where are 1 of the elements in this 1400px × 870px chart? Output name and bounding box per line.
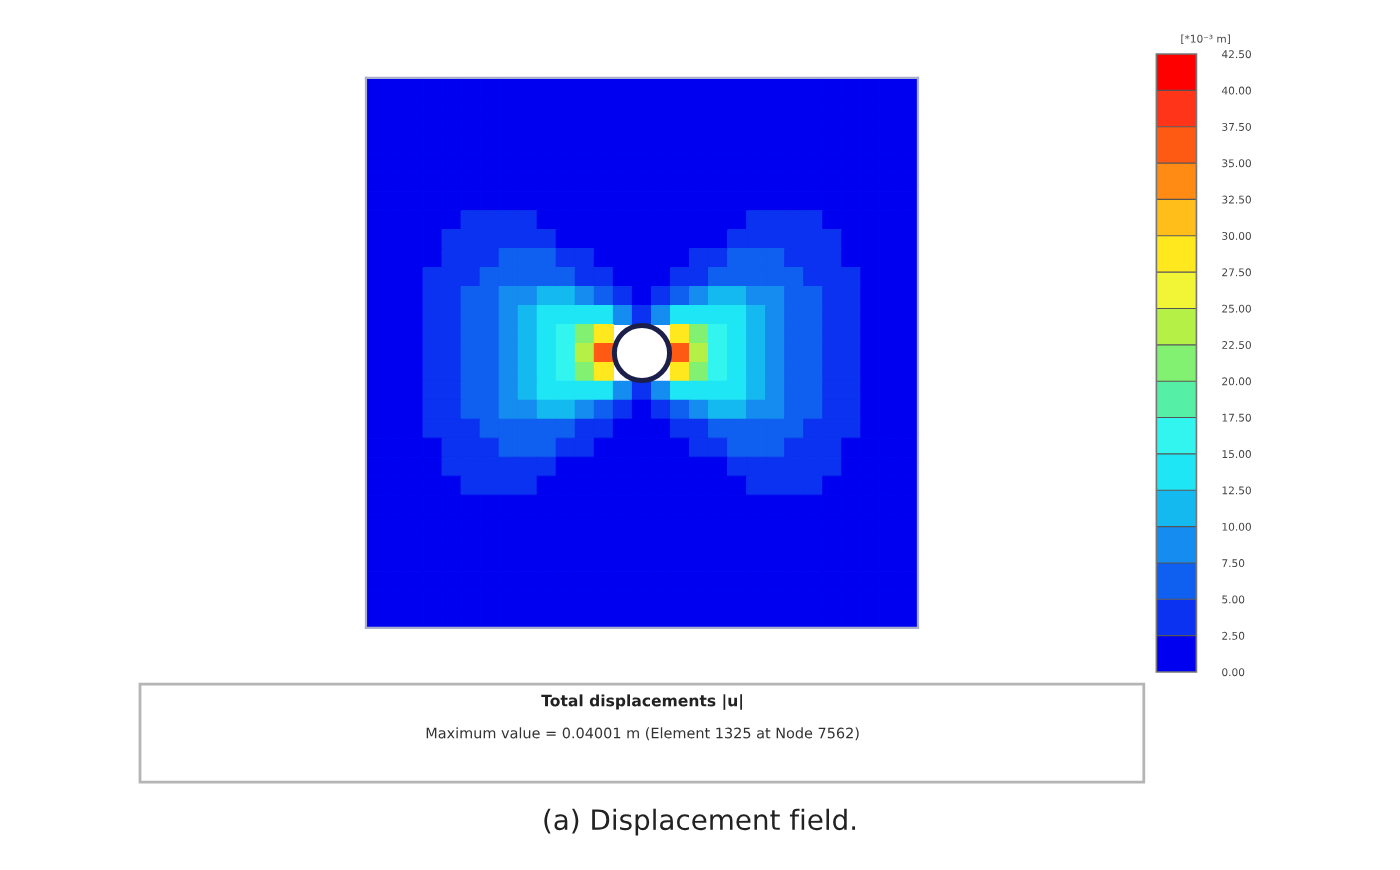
text: (a) Displacement field. [544, 808, 856, 836]
